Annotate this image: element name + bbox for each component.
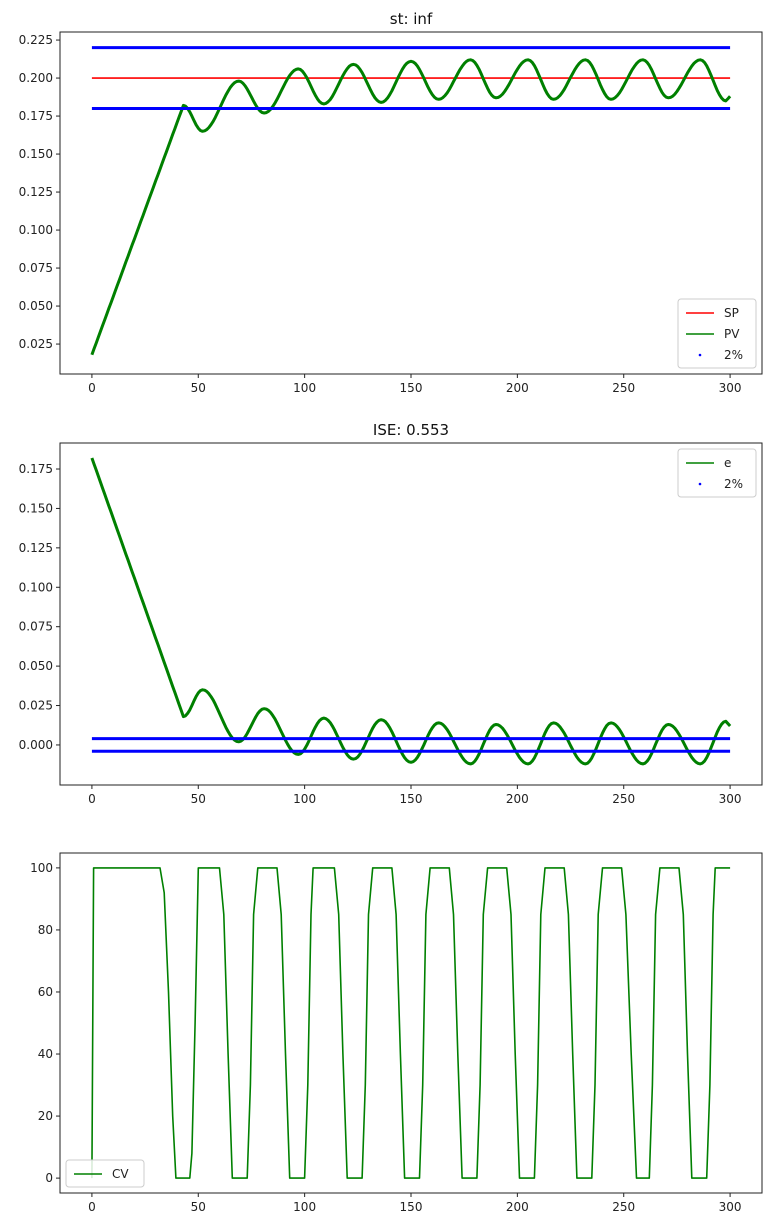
series-CV-line: [91, 867, 731, 1179]
x-tick-label: 200: [506, 792, 529, 806]
y-tick-label: 0.075: [19, 620, 53, 634]
y-tick-label: 0.150: [19, 501, 53, 515]
series-e-line: [90, 457, 732, 766]
x-tick-label: 300: [719, 792, 742, 806]
legend: e 2%: [677, 448, 757, 498]
y-tick-label: 60: [38, 985, 53, 999]
legend-label: PV: [724, 327, 740, 341]
x-tick-label: 250: [612, 1200, 635, 1214]
legend-box: [677, 298, 757, 369]
y-tick-label: 80: [38, 923, 53, 937]
legend-label: 2%: [724, 477, 743, 491]
y-tick-label: 0.050: [19, 659, 53, 673]
plot-area: [90, 457, 732, 766]
legend-marker-dot: [698, 353, 702, 357]
y-tick-label: 0.025: [19, 699, 53, 713]
axes-frame: [59, 31, 763, 375]
chart-title: ISE: 0.553: [373, 421, 449, 439]
series-PV-line: [90, 58, 732, 356]
y-tick-label: 0.100: [19, 223, 53, 237]
y-tick-label: 0: [45, 1171, 53, 1185]
subplot-3: 0 50 100 150 200 250 300 0 20 40 60 80 100 CV: [30, 852, 763, 1214]
subplot-1: st: inf 0 50 100 150 200 250 300 0.025 0.050 0.075…: [19, 10, 763, 395]
y-tick-label: 0.125: [19, 541, 53, 555]
y-tick-label: 0.100: [19, 580, 53, 594]
plot-area: [91, 867, 731, 1179]
y-tick-label: 40: [38, 1047, 53, 1061]
y-tick-label: 0.000: [19, 738, 53, 752]
x-tick-label: 50: [191, 1200, 206, 1214]
x-tick-label: 250: [612, 792, 635, 806]
x-tick-label: 100: [293, 792, 316, 806]
chart-title: st: inf: [390, 10, 433, 28]
y-tick-label: 0.150: [19, 147, 53, 161]
y-tick-label: 0.075: [19, 261, 53, 275]
y-tick-label: 0.050: [19, 299, 53, 313]
x-tick-label: 0: [88, 792, 96, 806]
x-tick-label: 200: [506, 381, 529, 395]
y-tick-label: 0.025: [19, 337, 53, 351]
x-tick-label: 50: [191, 381, 206, 395]
x-tick-label: 250: [612, 381, 635, 395]
legend-box: [65, 1159, 145, 1188]
plot-area: [90, 46, 732, 356]
x-tick-label: 0: [88, 1200, 96, 1214]
y-tick-label: 0.125: [19, 185, 53, 199]
y-tick-label: 0.225: [19, 33, 53, 47]
legend-label: CV: [112, 1167, 129, 1181]
x-tick-label: 100: [293, 381, 316, 395]
x-tick-label: 150: [400, 1200, 423, 1214]
x-tick-label: 0: [88, 381, 96, 395]
y-tick-label: 20: [38, 1109, 53, 1123]
axes-frame: [59, 852, 763, 1194]
legend-label: 2%: [724, 348, 743, 362]
legend: SP PV 2%: [677, 298, 757, 369]
y-tick-label: 0.175: [19, 109, 53, 123]
x-tick-label: 300: [719, 381, 742, 395]
x-tick-label: 200: [506, 1200, 529, 1214]
legend-box: [677, 448, 757, 498]
y-tick-label: 0.200: [19, 71, 53, 85]
x-tick-label: 100: [293, 1200, 316, 1214]
axes-frame: [59, 442, 763, 786]
x-tick-label: 300: [719, 1200, 742, 1214]
x-tick-label: 150: [400, 792, 423, 806]
y-tick-label: 0.175: [19, 462, 53, 476]
legend: CV: [65, 1159, 145, 1188]
y-tick-label: 100: [30, 861, 53, 875]
x-tick-label: 150: [400, 381, 423, 395]
x-tick-label: 50: [191, 792, 206, 806]
legend-label: SP: [724, 306, 739, 320]
legend-label: e: [724, 456, 731, 470]
legend-marker-dot: [698, 482, 702, 486]
subplot-2: ISE: 0.553 0 50 100 150 200 250 300 0.000 0.025 0.…: [19, 421, 763, 806]
